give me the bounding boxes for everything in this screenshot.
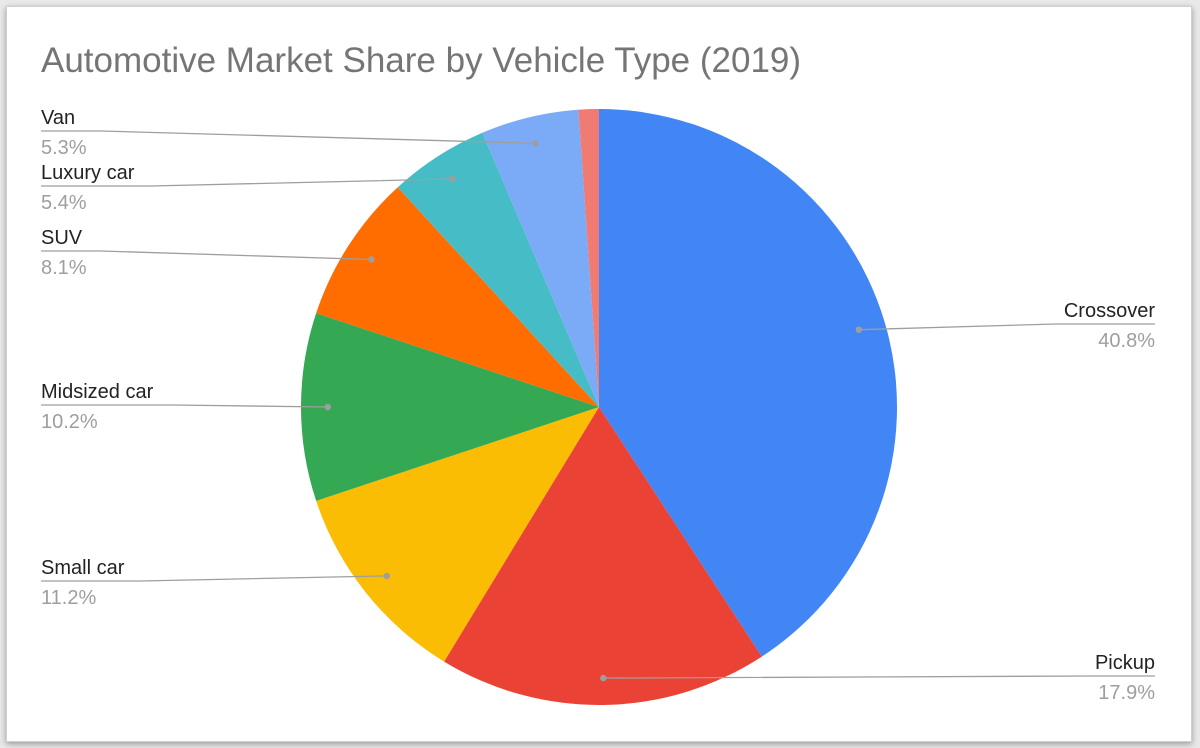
leader-dot-van bbox=[532, 140, 539, 147]
leader-line-small-car bbox=[41, 575, 387, 582]
slice-percent-small-car: 11.2% bbox=[41, 587, 96, 609]
leader-dot-small-car bbox=[383, 572, 390, 580]
slice-label-small-car: Small car bbox=[41, 557, 125, 579]
slice-label-van: Van bbox=[41, 107, 75, 129]
leader-line-crossover bbox=[858, 323, 1155, 331]
leader-dot-suv bbox=[368, 256, 375, 263]
slice-label-midsized-car: Midsized car bbox=[41, 381, 154, 403]
pie-slices bbox=[300, 109, 897, 705]
slice-label-crossover: Crossover bbox=[1064, 300, 1155, 322]
leader-line-suv bbox=[41, 250, 372, 261]
slice-label-suv: SUV bbox=[41, 227, 83, 249]
slice-percent-pickup: 17.9% bbox=[1098, 682, 1155, 704]
slice-label-luxury-car: Luxury car bbox=[41, 162, 135, 184]
slice-percent-crossover: 40.8% bbox=[1098, 330, 1155, 352]
leader-dot-luxury-car bbox=[449, 175, 456, 183]
pie-chart: Crossover 40.8% Pickup 17.9% Small car 11.2% M… bbox=[41, 107, 1155, 705]
chart-frame: Automotive Market Share by Vehicle Type … bbox=[6, 6, 1192, 742]
chart-title: Automotive Market Share by Vehicle Type … bbox=[41, 41, 802, 80]
leader-line-pickup bbox=[603, 675, 1155, 679]
pie-slice-van bbox=[482, 109, 599, 408]
leader-dot-midsized-car bbox=[324, 403, 331, 411]
leader-line-van bbox=[41, 130, 536, 144]
pie-slice-luxury-car bbox=[397, 132, 599, 407]
pie-slice-pickup bbox=[444, 407, 762, 705]
leader-line-luxury-car bbox=[41, 178, 453, 187]
slice-label-pickup: Pickup bbox=[1095, 652, 1155, 674]
slice-percent-suv: 8.1% bbox=[41, 257, 87, 279]
leader-line-midsized-car bbox=[41, 404, 328, 408]
pie-slice-suv bbox=[316, 187, 599, 407]
slice-percent-van: 5.3% bbox=[41, 137, 87, 159]
pie-slice-small-car bbox=[316, 407, 599, 662]
leader-dot-pickup bbox=[600, 674, 607, 682]
pie-slice-crossover bbox=[599, 109, 897, 657]
leader-dot-crossover bbox=[855, 326, 863, 333]
pie-labels: Crossover 40.8% Pickup 17.9% Small car 11.2% M… bbox=[41, 107, 1155, 704]
pie-slice-midsized-car bbox=[300, 313, 599, 501]
slice-percent-luxury-car: 5.4% bbox=[41, 192, 87, 214]
slice-percent-midsized-car: 10.2% bbox=[41, 411, 98, 433]
pie-slice-unlabeled bbox=[578, 109, 599, 407]
